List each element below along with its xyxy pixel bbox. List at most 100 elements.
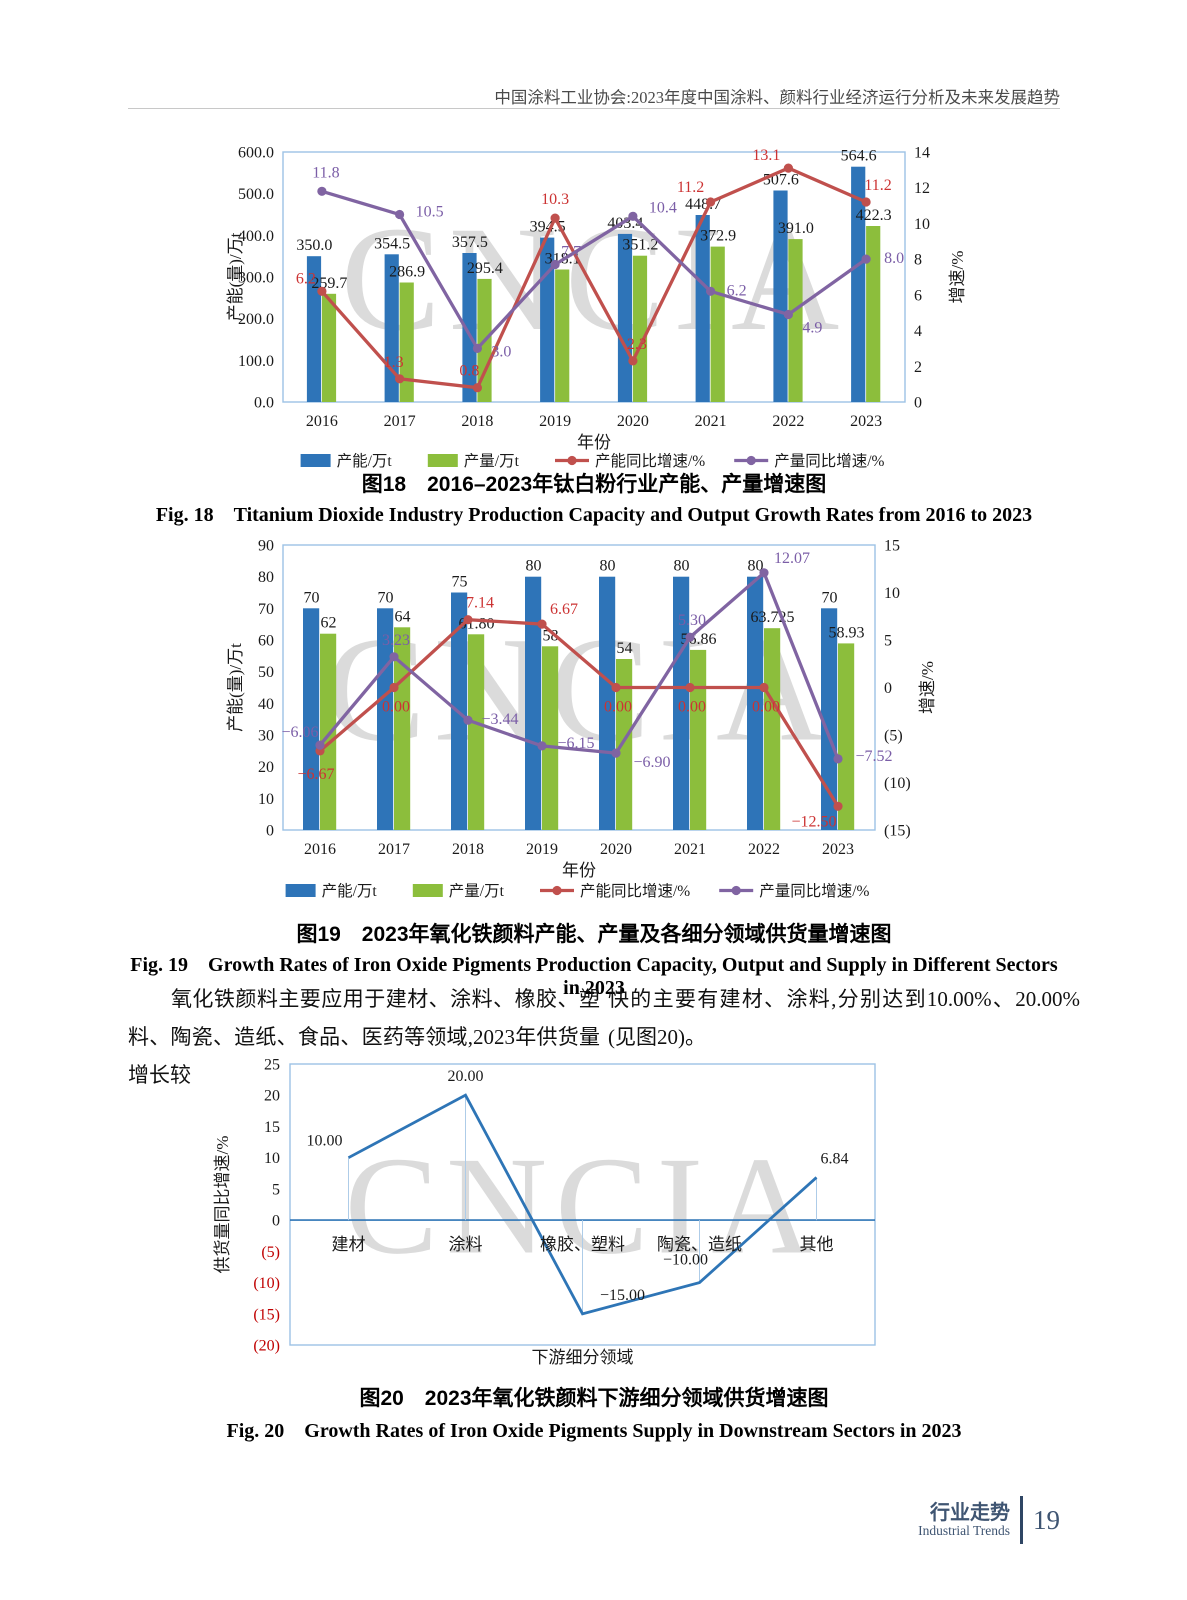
footer-section-zh: 行业走势 bbox=[930, 1501, 1010, 1524]
svg-text:3.0: 3.0 bbox=[491, 343, 511, 360]
svg-text:2019: 2019 bbox=[526, 841, 558, 858]
page-header: 中国涂料工业协会:2023年度中国涂料、颜料行业经济运行分析及未来发展趋势 bbox=[494, 88, 1060, 107]
svg-text:0: 0 bbox=[266, 823, 274, 840]
svg-text:0.8: 0.8 bbox=[459, 363, 479, 380]
svg-text:5: 5 bbox=[884, 633, 892, 650]
svg-text:30: 30 bbox=[258, 728, 274, 745]
svg-text:300.0: 300.0 bbox=[238, 270, 274, 287]
svg-text:2017: 2017 bbox=[378, 841, 410, 858]
svg-text:8.0: 8.0 bbox=[884, 250, 904, 267]
svg-text:6.67: 6.67 bbox=[550, 601, 578, 618]
svg-text:0.00: 0.00 bbox=[382, 699, 410, 716]
svg-text:200.0: 200.0 bbox=[238, 311, 274, 328]
svg-text:2018: 2018 bbox=[452, 841, 484, 858]
header-divider bbox=[128, 108, 1060, 109]
svg-text:(5): (5) bbox=[261, 1244, 280, 1261]
svg-text:1.3: 1.3 bbox=[384, 354, 404, 371]
svg-text:产能/万t: 产能/万t bbox=[337, 452, 393, 470]
svg-text:2020: 2020 bbox=[600, 841, 632, 858]
svg-text:11.8: 11.8 bbox=[312, 164, 339, 181]
svg-text:58.93: 58.93 bbox=[829, 624, 865, 641]
svg-text:增速/%: 增速/% bbox=[918, 661, 937, 714]
svg-text:80: 80 bbox=[526, 558, 542, 575]
svg-text:286.9: 286.9 bbox=[389, 264, 425, 281]
page-footer: 行业走势 Industrial Trends 19 bbox=[918, 1496, 1060, 1544]
svg-text:10: 10 bbox=[264, 1150, 280, 1167]
svg-text:2022: 2022 bbox=[748, 841, 780, 858]
svg-text:产能/万t: 产能/万t bbox=[322, 882, 378, 900]
svg-text:7.7: 7.7 bbox=[561, 244, 581, 261]
svg-text:10: 10 bbox=[914, 216, 930, 233]
svg-text:351.2: 351.2 bbox=[622, 237, 658, 254]
svg-text:2020: 2020 bbox=[617, 413, 649, 430]
svg-text:10: 10 bbox=[258, 791, 274, 808]
svg-text:11.2: 11.2 bbox=[677, 179, 704, 196]
svg-text:(15): (15) bbox=[253, 1306, 280, 1323]
svg-text:−12.50: −12.50 bbox=[791, 813, 836, 830]
footer-section-labels: 行业走势 Industrial Trends bbox=[918, 1502, 1010, 1539]
svg-text:8: 8 bbox=[914, 252, 922, 269]
svg-text:10: 10 bbox=[884, 585, 900, 602]
svg-text:−7.52: −7.52 bbox=[855, 748, 892, 765]
svg-text:70: 70 bbox=[822, 589, 838, 606]
svg-text:陶瓷、造纸: 陶瓷、造纸 bbox=[657, 1235, 742, 1254]
page-number: 19 bbox=[1033, 1504, 1060, 1535]
svg-text:372.9: 372.9 bbox=[700, 228, 736, 245]
svg-text:−6.06: −6.06 bbox=[281, 724, 318, 741]
svg-text:2017: 2017 bbox=[384, 413, 416, 430]
svg-text:64: 64 bbox=[395, 608, 411, 625]
svg-text:10.3: 10.3 bbox=[541, 191, 569, 208]
svg-text:70: 70 bbox=[258, 601, 274, 618]
svg-text:其他: 其他 bbox=[800, 1235, 834, 1254]
svg-text:−3.44: −3.44 bbox=[481, 711, 518, 728]
svg-text:80: 80 bbox=[748, 558, 764, 575]
svg-text:年份: 年份 bbox=[562, 861, 596, 880]
svg-text:2022: 2022 bbox=[772, 413, 804, 430]
svg-text:(10): (10) bbox=[884, 775, 911, 792]
svg-text:0: 0 bbox=[914, 395, 922, 412]
svg-text:产量同比增速/%: 产量同比增速/% bbox=[759, 882, 869, 900]
svg-text:−10.00: −10.00 bbox=[663, 1252, 708, 1269]
svg-text:100.0: 100.0 bbox=[238, 353, 274, 370]
svg-text:4.9: 4.9 bbox=[802, 320, 822, 337]
svg-text:2: 2 bbox=[914, 359, 922, 376]
svg-text:CNCIA: CNCIA bbox=[345, 1129, 821, 1284]
svg-text:2018: 2018 bbox=[461, 413, 493, 430]
svg-text:2021: 2021 bbox=[674, 841, 706, 858]
svg-text:6.2: 6.2 bbox=[727, 282, 747, 299]
svg-text:20.00: 20.00 bbox=[448, 1068, 484, 1085]
svg-text:产能(量)/万t: 产能(量)/万t bbox=[226, 643, 245, 732]
svg-text:5.30: 5.30 bbox=[678, 612, 706, 629]
svg-text:产能同比增速/%: 产能同比增速/% bbox=[580, 882, 690, 900]
svg-text:10.4: 10.4 bbox=[649, 199, 677, 216]
svg-text:(5): (5) bbox=[884, 728, 903, 745]
svg-text:橡胶、塑料: 橡胶、塑料 bbox=[540, 1235, 625, 1254]
svg-text:15: 15 bbox=[884, 538, 900, 555]
svg-text:50: 50 bbox=[258, 664, 274, 681]
svg-text:−15.00: −15.00 bbox=[600, 1287, 645, 1304]
svg-text:建材: 建材 bbox=[332, 1235, 366, 1254]
svg-text:产量/万t: 产量/万t bbox=[449, 882, 505, 900]
svg-text:357.5: 357.5 bbox=[452, 234, 488, 251]
svg-text:2.3: 2.3 bbox=[627, 336, 647, 353]
svg-text:75: 75 bbox=[452, 574, 468, 591]
svg-text:(15): (15) bbox=[884, 823, 911, 840]
svg-text:5: 5 bbox=[272, 1181, 280, 1198]
svg-text:70: 70 bbox=[304, 589, 320, 606]
svg-text:80: 80 bbox=[258, 569, 274, 586]
svg-text:422.3: 422.3 bbox=[856, 207, 892, 224]
svg-text:15: 15 bbox=[264, 1119, 280, 1136]
svg-text:62: 62 bbox=[321, 615, 337, 632]
svg-text:350.0: 350.0 bbox=[296, 237, 332, 254]
svg-text:0.00: 0.00 bbox=[752, 699, 780, 716]
svg-text:产能同比增速/%: 产能同比增速/% bbox=[595, 452, 705, 470]
svg-text:0: 0 bbox=[272, 1213, 280, 1230]
svg-text:295.4: 295.4 bbox=[467, 260, 503, 277]
svg-text:58: 58 bbox=[543, 627, 559, 644]
svg-text:(20): (20) bbox=[253, 1338, 280, 1355]
svg-text:7.14: 7.14 bbox=[466, 595, 494, 612]
svg-text:10.5: 10.5 bbox=[416, 204, 444, 221]
